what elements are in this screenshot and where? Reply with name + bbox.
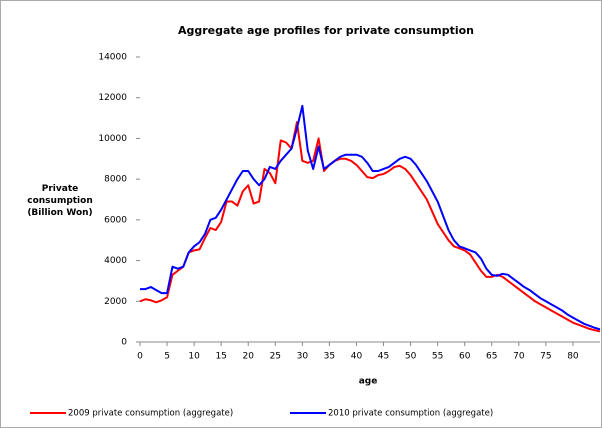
series-line: [139, 121, 601, 333]
y-axis-label: Private consumption (Billion Won): [27, 184, 93, 218]
y-tick-label: 12000: [98, 93, 127, 103]
chart-title: Aggregate age profiles for private consu…: [178, 24, 474, 37]
x-tick-label: 15: [215, 352, 226, 362]
y-tick-label: 4000: [104, 256, 127, 266]
x-tick-label: 30: [297, 352, 309, 362]
legend-label: 2010 private consumption (aggregate): [328, 409, 493, 419]
x-axis-label: age: [359, 377, 378, 387]
x-tick-label: 65: [486, 352, 497, 362]
x-tick-label: 80: [567, 352, 579, 362]
x-tick-label: 10: [188, 352, 200, 362]
x-tick-label: 35: [324, 352, 335, 362]
x-tick-label: 20: [243, 352, 255, 362]
x-tick-label: 25: [270, 352, 281, 362]
x-tick-label: 40: [351, 352, 363, 362]
x-tick-label: 5: [164, 352, 170, 362]
x-tick-label: 75: [540, 352, 551, 362]
legend-label: 2009 private consumption (aggregate): [68, 409, 233, 419]
x-tick-label: 45: [378, 352, 389, 362]
x-tick-label: 55: [432, 352, 443, 362]
y-tick-label: 8000: [104, 175, 127, 185]
y-tick-label: 10000: [98, 134, 127, 144]
series-line: [140, 104, 601, 331]
x-tick-label: 50: [405, 352, 417, 362]
x-tick-label: 60: [459, 352, 471, 362]
x-tick-label: 0: [137, 352, 143, 362]
y-tick-label: 14000: [98, 53, 127, 63]
y-tick-label: 6000: [104, 215, 127, 225]
y-tick-label: 2000: [104, 297, 127, 307]
y-tick-label: 0: [121, 338, 127, 348]
x-tick-label: 70: [513, 352, 525, 362]
